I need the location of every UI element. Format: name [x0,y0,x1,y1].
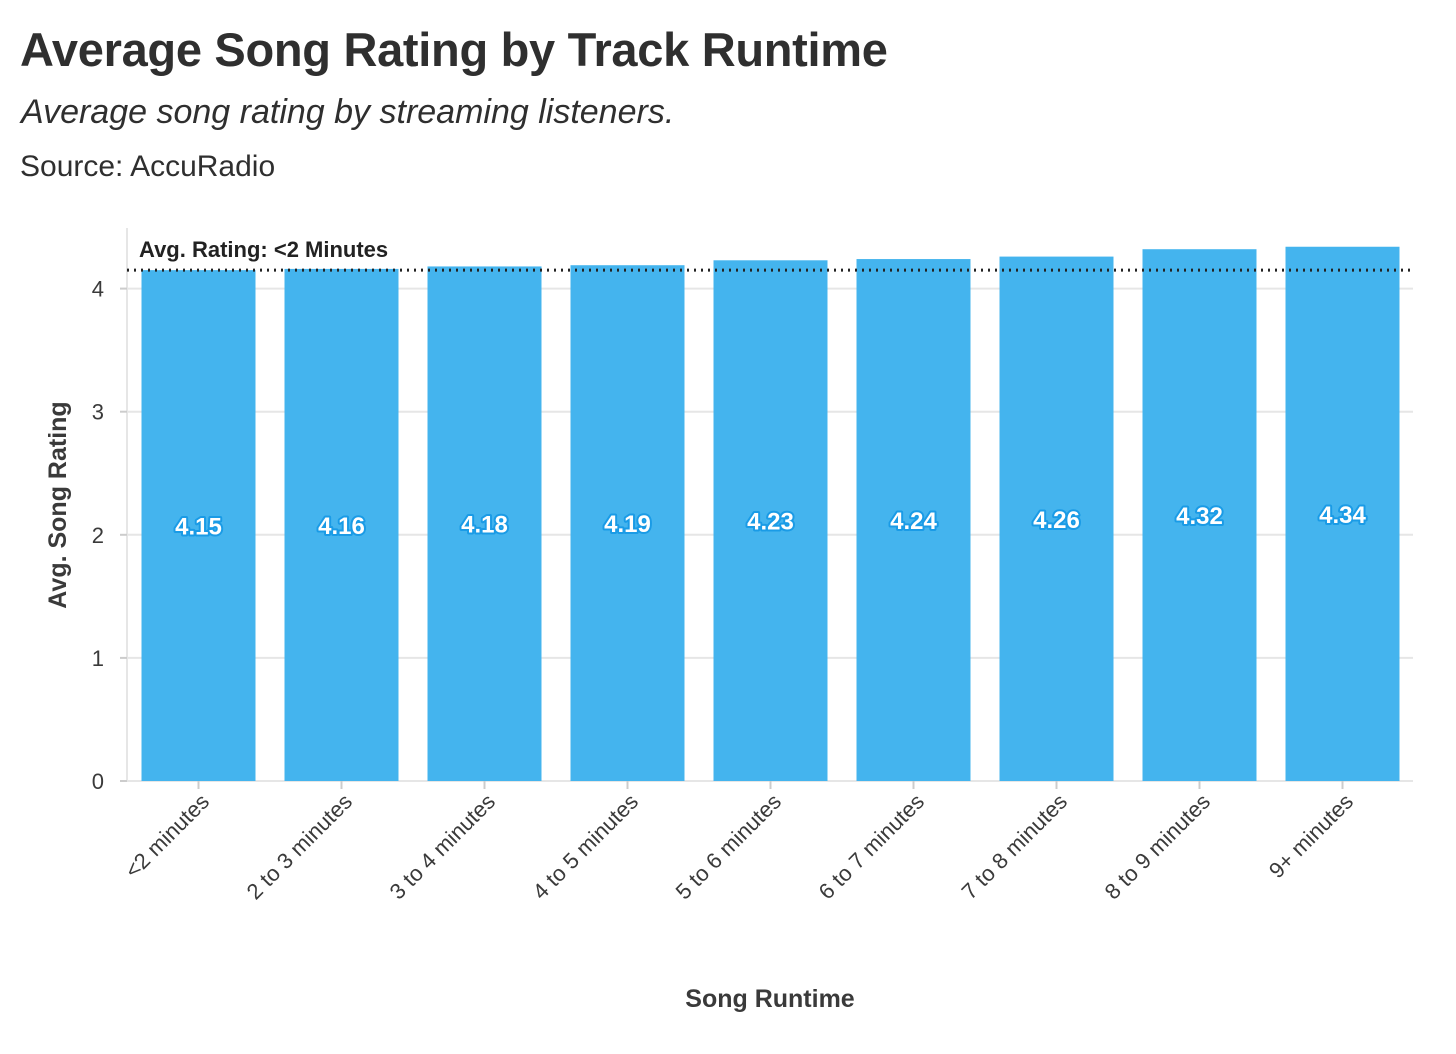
bar-value-label: 4.24 [890,508,937,535]
bar [141,270,256,781]
x-tick-label: 4 to 5 minutes [528,789,643,904]
bar [856,259,971,781]
x-axis-ticks: <2 minutes 2 to 3 minutes 3 to 4 minutes 4 … [120,781,1358,904]
bar-value-label: 4.26 [1033,507,1080,534]
bar-value-label: 4.18 [461,512,508,539]
x-tick-label: 6 to 7 minutes [814,789,929,904]
x-tick-label: 9+ minutes [1264,789,1358,883]
bar-value-label: 4.19 [604,511,651,538]
y-tick-label: 2 [92,523,104,548]
bars [141,246,1400,782]
x-axis-title: Song Runtime [685,985,855,1013]
bar [570,265,685,781]
bar [1142,249,1257,781]
bar-value-label: 4.32 [1176,503,1223,530]
bar [284,268,399,781]
y-tick-label: 3 [92,400,104,425]
x-tick-label: 8 to 9 minutes [1100,789,1215,904]
chart-title: Average Song Rating by Track Runtime [20,23,888,76]
x-tick-label: 7 to 8 minutes [957,789,1072,904]
y-tick-label: 1 [92,646,104,671]
bar-value-label: 4.23 [747,509,794,536]
chart-source: Source: AccuRadio [20,150,276,183]
y-tick-label: 0 [92,769,104,794]
bar [999,256,1114,781]
bar [427,266,542,781]
reference-line-label: Avg. Rating: <2 Minutes [139,237,388,262]
bar [1285,246,1400,782]
x-tick-label: 5 to 6 minutes [671,789,786,904]
y-axis-ticks: 0 1 2 3 4 [92,277,127,794]
chart-subtitle: Average song rating by streaming listene… [21,93,675,131]
x-tick-label: 2 to 3 minutes [242,789,357,904]
bar-value-labels: 4.15 4.16 4.18 4.19 4.23 4.24 4.26 4.32 4.34 [173,500,1368,543]
y-axis-title: Avg. Song Rating [44,401,72,608]
bar [713,260,828,781]
bar-value-label: 4.15 [175,514,222,541]
bar-value-label: 4.34 [1319,502,1366,529]
x-tick-label: 3 to 4 minutes [385,789,500,904]
y-tick-label: 4 [92,277,104,302]
bar-value-label: 4.16 [318,513,365,540]
x-tick-label: <2 minutes [120,789,214,883]
